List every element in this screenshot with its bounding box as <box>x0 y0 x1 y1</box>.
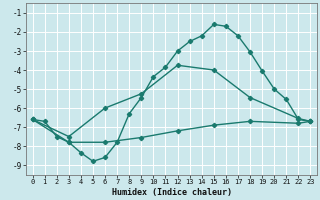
X-axis label: Humidex (Indice chaleur): Humidex (Indice chaleur) <box>111 188 231 197</box>
